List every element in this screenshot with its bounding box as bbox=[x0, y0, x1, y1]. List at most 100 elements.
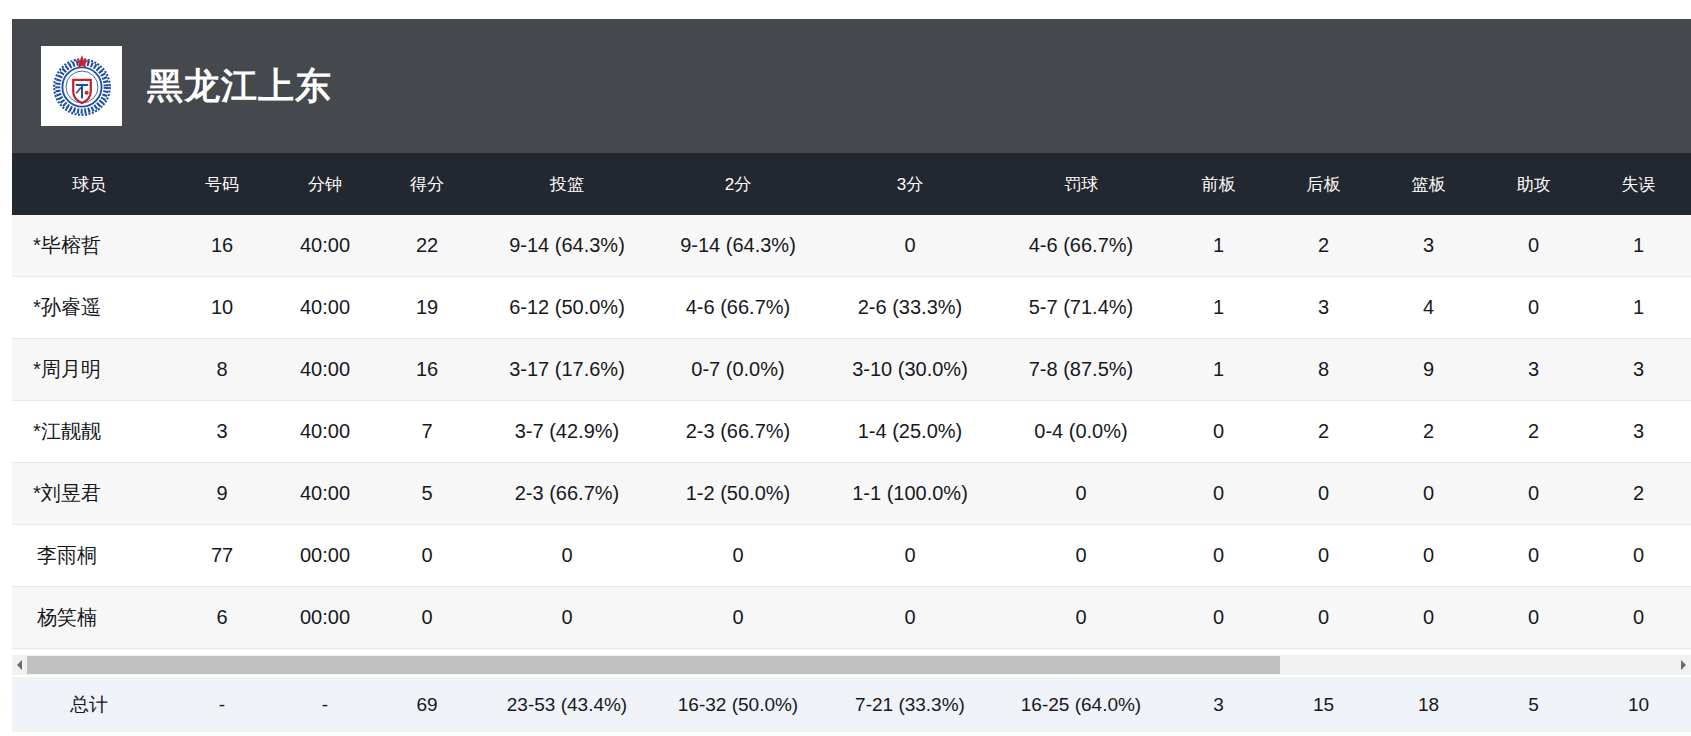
header-cell-12: 失误 bbox=[1586, 153, 1691, 215]
row5-cell-8: 0 bbox=[1166, 525, 1271, 586]
row1-cell-12: 1 bbox=[1586, 277, 1691, 338]
row1-cell-5: 4-6 (66.7%) bbox=[652, 277, 824, 338]
header-cell-3: 得分 bbox=[372, 153, 482, 215]
row5-cell-7: 0 bbox=[996, 525, 1166, 586]
row5-cell-4: 0 bbox=[482, 525, 652, 586]
total-cell-4: 23-53 (43.4%) bbox=[482, 677, 652, 732]
row2-cell-5: 0-7 (0.0%) bbox=[652, 339, 824, 400]
row0-cell-3: 22 bbox=[372, 215, 482, 276]
row6-cell-1: 6 bbox=[166, 587, 278, 648]
row4-cell-10: 0 bbox=[1376, 463, 1481, 524]
row2-cell-6: 3-10 (30.0%) bbox=[824, 339, 996, 400]
total-row: 总计--6923-53 (43.4%)16-32 (50.0%)7-21 (33… bbox=[12, 677, 1691, 732]
row5-cell-1: 77 bbox=[166, 525, 278, 586]
header-cell-1: 号码 bbox=[166, 153, 278, 215]
row2-cell-1: 8 bbox=[166, 339, 278, 400]
row0-cell-6: 0 bbox=[824, 215, 996, 276]
row6-cell-11: 0 bbox=[1481, 587, 1586, 648]
row0-cell-9: 2 bbox=[1271, 215, 1376, 276]
total-cell-12: 10 bbox=[1586, 677, 1691, 732]
row6-cell-7: 0 bbox=[996, 587, 1166, 648]
row1-cell-9: 3 bbox=[1271, 277, 1376, 338]
row3-cell-3: 7 bbox=[372, 401, 482, 462]
table-row: *江靓靓340:0073-7 (42.9%)2-3 (66.7%)1-4 (25… bbox=[12, 401, 1691, 463]
row3-cell-8: 0 bbox=[1166, 401, 1271, 462]
row2-cell-4: 3-17 (17.6%) bbox=[482, 339, 652, 400]
row0-cell-0: *毕榕哲 bbox=[12, 215, 166, 276]
row5-cell-12: 0 bbox=[1586, 525, 1691, 586]
row2-cell-0: *周月明 bbox=[12, 339, 166, 400]
row6-cell-6: 0 bbox=[824, 587, 996, 648]
row2-cell-11: 3 bbox=[1481, 339, 1586, 400]
row3-cell-0: *江靓靓 bbox=[12, 401, 166, 462]
row4-cell-2: 40:00 bbox=[278, 463, 372, 524]
row2-cell-12: 3 bbox=[1586, 339, 1691, 400]
row5-cell-3: 0 bbox=[372, 525, 482, 586]
row6-cell-2: 00:00 bbox=[278, 587, 372, 648]
row1-cell-7: 5-7 (71.4%) bbox=[996, 277, 1166, 338]
row0-cell-1: 16 bbox=[166, 215, 278, 276]
row4-cell-3: 5 bbox=[372, 463, 482, 524]
total-cell-6: 7-21 (33.3%) bbox=[824, 677, 996, 732]
row5-cell-2: 00:00 bbox=[278, 525, 372, 586]
total-cell-5: 16-32 (50.0%) bbox=[652, 677, 824, 732]
table-row: 杨笑楠600:000000000000 bbox=[12, 587, 1691, 649]
row5-cell-0: 李雨桐 bbox=[12, 525, 166, 586]
scrollbar-thumb[interactable] bbox=[27, 656, 1280, 674]
row0-cell-12: 1 bbox=[1586, 215, 1691, 276]
row4-cell-12: 2 bbox=[1586, 463, 1691, 524]
row6-cell-5: 0 bbox=[652, 587, 824, 648]
total-cell-3: 69 bbox=[372, 677, 482, 732]
row5-cell-5: 0 bbox=[652, 525, 824, 586]
header-cell-9: 后板 bbox=[1271, 153, 1376, 215]
row2-cell-9: 8 bbox=[1271, 339, 1376, 400]
row5-cell-6: 0 bbox=[824, 525, 996, 586]
row1-cell-1: 10 bbox=[166, 277, 278, 338]
row6-cell-9: 0 bbox=[1271, 587, 1376, 648]
row4-cell-8: 0 bbox=[1166, 463, 1271, 524]
row0-cell-10: 3 bbox=[1376, 215, 1481, 276]
row4-cell-9: 0 bbox=[1271, 463, 1376, 524]
row5-cell-11: 0 bbox=[1481, 525, 1586, 586]
row6-cell-3: 0 bbox=[372, 587, 482, 648]
header-cell-8: 前板 bbox=[1166, 153, 1271, 215]
row1-cell-6: 2-6 (33.3%) bbox=[824, 277, 996, 338]
row4-cell-7: 0 bbox=[996, 463, 1166, 524]
total-cell-8: 3 bbox=[1166, 677, 1271, 732]
header-cell-6: 3分 bbox=[824, 153, 996, 215]
row3-cell-10: 2 bbox=[1376, 401, 1481, 462]
table-body: *毕榕哲1640:00229-14 (64.3%)9-14 (64.3%)04-… bbox=[12, 215, 1691, 649]
scrollbar-right-arrow[interactable] bbox=[1676, 655, 1691, 675]
total-cell-0: 总计 bbox=[12, 677, 166, 732]
team-name: 黑龙江上东 bbox=[147, 62, 332, 111]
row5-cell-9: 0 bbox=[1271, 525, 1376, 586]
scrollbar-left-arrow[interactable] bbox=[12, 655, 27, 675]
row4-cell-1: 9 bbox=[166, 463, 278, 524]
row3-cell-2: 40:00 bbox=[278, 401, 372, 462]
row2-cell-3: 16 bbox=[372, 339, 482, 400]
row1-cell-4: 6-12 (50.0%) bbox=[482, 277, 652, 338]
row3-cell-9: 2 bbox=[1271, 401, 1376, 462]
header-cell-4: 投篮 bbox=[482, 153, 652, 215]
row4-cell-0: *刘昱君 bbox=[12, 463, 166, 524]
row6-cell-4: 0 bbox=[482, 587, 652, 648]
row5-cell-10: 0 bbox=[1376, 525, 1481, 586]
row4-cell-5: 1-2 (50.0%) bbox=[652, 463, 824, 524]
total-cell-1: - bbox=[166, 677, 278, 732]
row4-cell-11: 0 bbox=[1481, 463, 1586, 524]
header-cell-10: 篮板 bbox=[1376, 153, 1481, 215]
table-row: 李雨桐7700:000000000000 bbox=[12, 525, 1691, 587]
row1-cell-10: 4 bbox=[1376, 277, 1481, 338]
team-crest-icon bbox=[49, 53, 115, 119]
row3-cell-6: 1-4 (25.0%) bbox=[824, 401, 996, 462]
total-cell-2: - bbox=[278, 677, 372, 732]
row1-cell-2: 40:00 bbox=[278, 277, 372, 338]
header-cell-5: 2分 bbox=[652, 153, 824, 215]
row4-cell-6: 1-1 (100.0%) bbox=[824, 463, 996, 524]
team-header-bar: 黑龙江上东 bbox=[12, 19, 1691, 153]
table-row: *毕榕哲1640:00229-14 (64.3%)9-14 (64.3%)04-… bbox=[12, 215, 1691, 277]
team-logo bbox=[41, 46, 122, 126]
horizontal-scrollbar[interactable] bbox=[12, 655, 1691, 675]
header-cell-0: 球员 bbox=[12, 153, 166, 215]
stats-panel: 黑龙江上东 球员号码分钟得分投篮2分3分罚球前板后板篮板助攻失误 *毕榕哲164… bbox=[12, 19, 1691, 732]
